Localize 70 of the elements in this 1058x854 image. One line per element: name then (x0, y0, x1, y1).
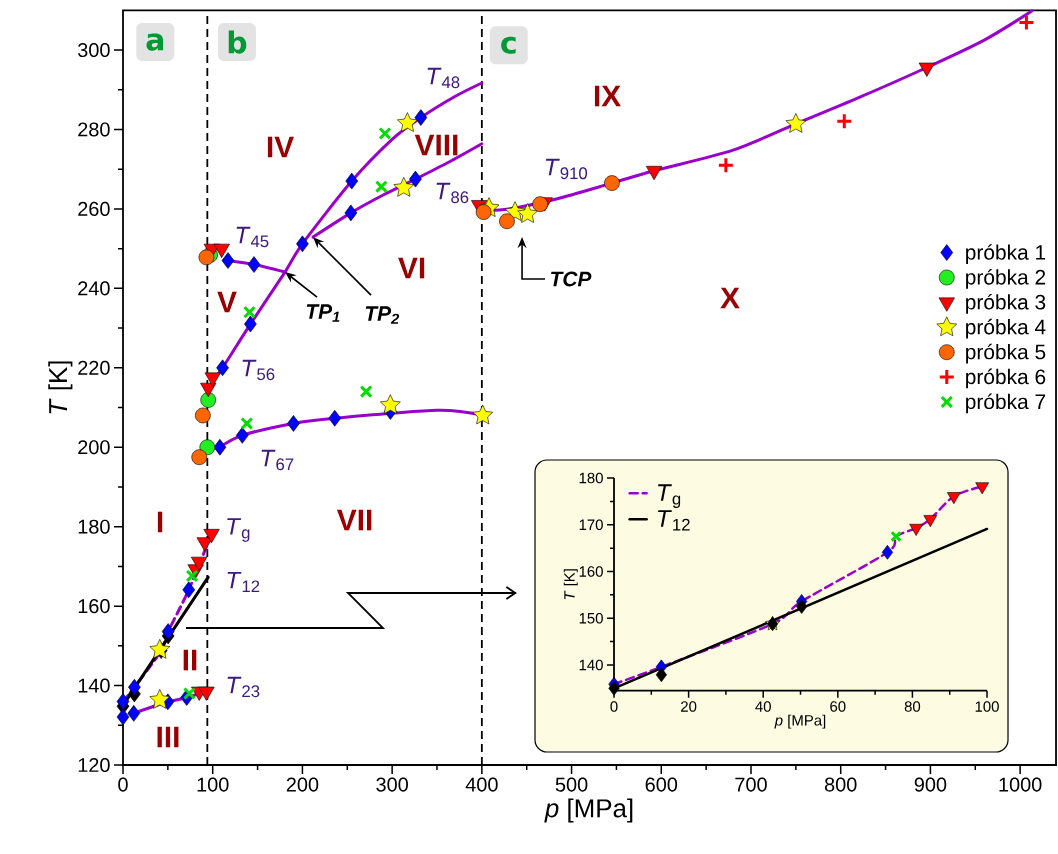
x-tick-label: 0 (118, 777, 128, 792)
x-tick-label: 400 (465, 777, 498, 792)
annotation: TCP (551, 271, 592, 287)
annotation: T$_{45}$ (236, 226, 269, 248)
legend-label: próbka 4 (966, 318, 1046, 339)
y-tick-label: 150 (579, 612, 603, 624)
annotation: T$_{67}$ (261, 449, 294, 471)
annotation: c (501, 36, 516, 54)
legend-label: próbka 5 (966, 343, 1046, 364)
y-tick-label: 300 (78, 42, 110, 58)
annotation: V (217, 291, 237, 313)
x-tick-label: 100 (975, 701, 999, 712)
x-tick-label: 60 (830, 701, 846, 712)
y-axis-title: T [K] (48, 361, 73, 414)
annotation: III (157, 726, 179, 748)
annotation: T$_{g}$ (227, 518, 250, 542)
x-tick-label: 40 (755, 701, 771, 712)
x-tick-label: 500 (555, 777, 588, 792)
y-tick-label: 200 (78, 440, 110, 455)
annotation: b (228, 30, 247, 54)
annotation: TP$_{1}$ (306, 304, 340, 322)
y-tick-label: 280 (78, 122, 110, 137)
legend-label: próbka 1 (966, 244, 1046, 264)
x-axis-title: p [MPa] (544, 798, 633, 823)
x-tick-label: 0 (610, 701, 618, 712)
annotation: IV (267, 136, 294, 158)
legend-label: próbka 7 (966, 393, 1046, 414)
x-tick-label: 80 (904, 701, 921, 712)
y-tick-label: 220 (78, 360, 110, 375)
annotation: T$_{910}$ (545, 158, 588, 180)
annotation: T$_{12}$ (227, 571, 260, 593)
annotation: TP$_{2}$ (365, 306, 400, 324)
y-tick-label: 160 (78, 599, 110, 614)
x-tick-label: 1000 (999, 777, 1042, 792)
x-axis-title: p [MPa] (774, 714, 826, 729)
y-tick-label: 180 (579, 472, 603, 484)
annotation: VII (336, 509, 372, 531)
x-tick-label: 800 (824, 777, 857, 792)
annotation: I (157, 511, 163, 533)
annotation: T$_{86}$ (436, 182, 469, 204)
annotation: T$_{23}$ (227, 676, 260, 698)
annotation: X (720, 287, 740, 309)
y-tick-label: 170 (579, 519, 603, 531)
x-tick-label: 300 (376, 777, 408, 792)
x-tick-label: 900 (914, 777, 947, 792)
annotation: T$_{56}$ (242, 359, 275, 381)
annotation: II (183, 649, 197, 671)
x-tick-label: 200 (286, 777, 319, 792)
x-tick-label: 20 (681, 701, 697, 712)
y-tick-label: 160 (579, 566, 603, 577)
x-tick-label: 600 (645, 777, 678, 792)
legend-label: T$_{12}$ (658, 510, 690, 531)
legend-label: próbka 2 (966, 269, 1046, 289)
y-tick-label: 240 (78, 281, 110, 296)
annotation: T$_{48}$ (427, 67, 460, 89)
legend-label: próbka 6 (966, 368, 1046, 389)
legend-label: T$_{g}$ (658, 484, 681, 508)
y-tick-label: 180 (78, 519, 110, 534)
y-tick-label: 140 (78, 678, 110, 693)
y-axis-title: T [K] (563, 569, 578, 600)
annotation: a (146, 33, 164, 51)
legend-label: próbka 3 (966, 293, 1046, 314)
annotation: IX (594, 85, 621, 107)
y-tick-label: 140 (579, 659, 603, 671)
y-tick-label: 120 (78, 757, 110, 773)
x-tick-label: 100 (197, 777, 229, 792)
annotation: VI (398, 257, 425, 279)
annotation: VIII (414, 134, 458, 156)
y-tick-label: 260 (78, 201, 110, 216)
x-tick-label: 700 (735, 777, 767, 792)
